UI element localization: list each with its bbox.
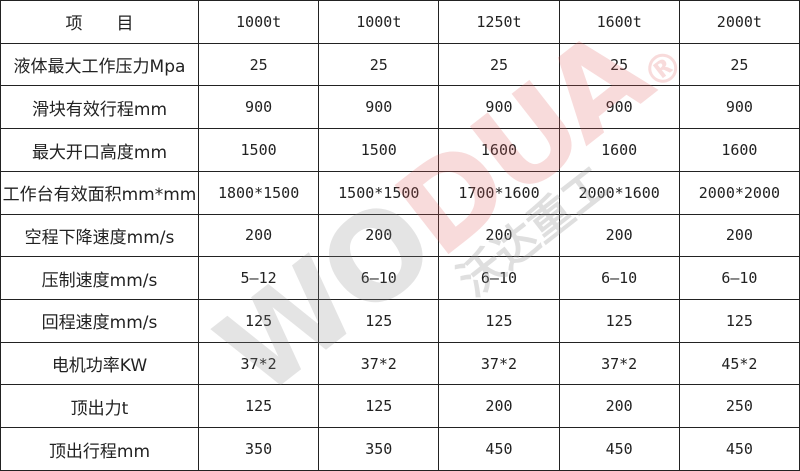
table-row: 顶出力t 125 125 200 200 250 bbox=[0, 384, 800, 429]
row-label: 空程下降速度mm/s bbox=[0, 213, 199, 258]
table-cell: 125 bbox=[318, 384, 440, 429]
table-cell: 6—10 bbox=[678, 256, 800, 301]
table-cell: 900 bbox=[678, 85, 800, 130]
table-cell: 6—10 bbox=[438, 256, 560, 301]
table-cell: 37*2 bbox=[318, 341, 440, 386]
table-cell: 900 bbox=[438, 85, 560, 130]
table-cell: 350 bbox=[318, 427, 440, 471]
table-cell: 1500 bbox=[197, 128, 320, 172]
row-label: 项 目 bbox=[0, 0, 199, 44]
table-cell: 6—10 bbox=[318, 256, 440, 301]
table-cell: 450 bbox=[678, 427, 800, 471]
table-cell: 250 bbox=[678, 384, 800, 429]
table-cell: 1800*1500 bbox=[197, 170, 320, 215]
table-cell: 1600 bbox=[678, 128, 800, 172]
table-cell: 125 bbox=[558, 299, 680, 343]
table-cell: 1000t bbox=[318, 0, 440, 44]
table-cell: 1000t bbox=[197, 0, 320, 44]
table-cell: 1500 bbox=[318, 128, 440, 172]
table-cell: 200 bbox=[438, 213, 560, 258]
table-cell: 25 bbox=[197, 42, 320, 87]
table-cell: 25 bbox=[678, 42, 800, 87]
row-label: 顶出行程mm bbox=[0, 427, 199, 471]
table-cell: 900 bbox=[318, 85, 440, 130]
table-cell: 2000t bbox=[678, 0, 800, 44]
table-cell: 200 bbox=[197, 213, 320, 258]
table-cell: 1250t bbox=[438, 0, 560, 44]
table-row: 滑块有效行程mm 900 900 900 900 900 bbox=[0, 85, 800, 130]
table-cell: 900 bbox=[558, 85, 680, 130]
table-cell: 125 bbox=[438, 299, 560, 343]
table-cell: 450 bbox=[438, 427, 560, 471]
row-label: 电机功率KW bbox=[0, 341, 199, 386]
table-row: 电机功率KW 37*2 37*2 37*2 37*2 45*2 bbox=[0, 341, 800, 386]
table-cell: 200 bbox=[678, 213, 800, 258]
row-label: 顶出力t bbox=[0, 384, 199, 429]
table-cell: 200 bbox=[558, 384, 680, 429]
table-cell: 25 bbox=[438, 42, 560, 87]
row-label: 液体最大工作压力Mpa bbox=[0, 42, 199, 87]
table-cell: 1700*1600 bbox=[438, 170, 560, 215]
table-cell: 125 bbox=[197, 299, 320, 343]
table-cell: 45*2 bbox=[678, 341, 800, 386]
table-cell: 37*2 bbox=[438, 341, 560, 386]
row-label: 工作台有效面积mm*mm bbox=[0, 170, 199, 215]
table-cell: 200 bbox=[558, 213, 680, 258]
row-label: 压制速度mm/s bbox=[0, 256, 199, 301]
table-row: 顶出行程mm 350 350 450 450 450 bbox=[0, 427, 800, 471]
table-cell: 25 bbox=[318, 42, 440, 87]
row-label: 回程速度mm/s bbox=[0, 299, 199, 343]
table-cell: 2000*1600 bbox=[558, 170, 680, 215]
table-row: 最大开口高度mm 1500 1500 1600 1600 1600 bbox=[0, 128, 800, 172]
table-cell: 1500*1500 bbox=[318, 170, 440, 215]
table-row: 液体最大工作压力Mpa 25 25 25 25 25 bbox=[0, 42, 800, 87]
table-cell: 200 bbox=[318, 213, 440, 258]
table-cell: 37*2 bbox=[558, 341, 680, 386]
table-cell: 1600 bbox=[558, 128, 680, 172]
table-cell: 5—12 bbox=[197, 256, 320, 301]
table-cell: 200 bbox=[438, 384, 560, 429]
table-cell: 2000*2000 bbox=[678, 170, 800, 215]
table-cell: 37*2 bbox=[197, 341, 320, 386]
table-cell: 125 bbox=[197, 384, 320, 429]
table-cell: 350 bbox=[197, 427, 320, 471]
table-cell: 125 bbox=[318, 299, 440, 343]
row-label: 滑块有效行程mm bbox=[0, 85, 199, 130]
table-row: 回程速度mm/s 125 125 125 125 125 bbox=[0, 299, 800, 343]
table-row: 压制速度mm/s 5—12 6—10 6—10 6—10 6—10 bbox=[0, 256, 800, 301]
table-cell: 1600t bbox=[558, 0, 680, 44]
table-cell: 6—10 bbox=[558, 256, 680, 301]
row-label: 最大开口高度mm bbox=[0, 128, 199, 172]
table-cell: 1600 bbox=[438, 128, 560, 172]
table-cell: 900 bbox=[197, 85, 320, 130]
table-row: 空程下降速度mm/s 200 200 200 200 200 bbox=[0, 213, 800, 258]
table-cell: 125 bbox=[678, 299, 800, 343]
table-cell: 25 bbox=[558, 42, 680, 87]
table-cell: 450 bbox=[558, 427, 680, 471]
table-row: 工作台有效面积mm*mm 1800*1500 1500*1500 1700*1600 2… bbox=[0, 170, 800, 215]
header-row: 项 目 1000t 1000t 1250t 1600t 2000t bbox=[0, 0, 800, 44]
